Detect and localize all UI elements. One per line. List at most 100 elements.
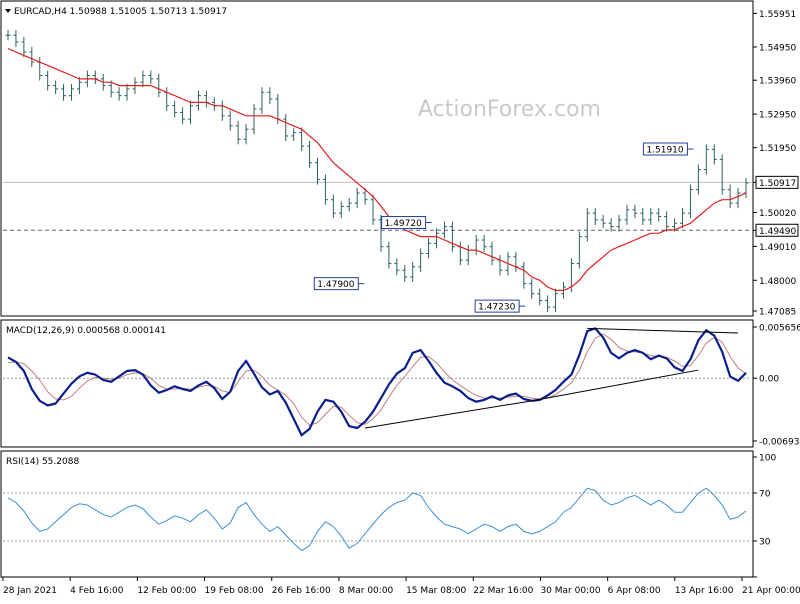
price-panel-frame bbox=[0, 0, 754, 317]
price-bar bbox=[386, 241, 392, 269]
price-bar bbox=[703, 144, 709, 175]
x-axis-tick: 19 Feb 08:00 bbox=[204, 577, 264, 596]
x-axis-tick: 21 Apr 00:00 bbox=[741, 577, 800, 596]
price-chart-title: EURCAD,H4 1.50988 1.51005 1.50713 1.5091… bbox=[14, 7, 227, 17]
price-bar bbox=[449, 221, 455, 252]
x-axis-label: 15 Mar 08:00 bbox=[406, 586, 466, 596]
price-y-tick: 1.48000 bbox=[753, 277, 796, 287]
price-bar bbox=[426, 238, 432, 259]
price-annotation-label: 1.47230 bbox=[478, 303, 515, 313]
price-bar bbox=[632, 204, 638, 219]
price-bar bbox=[68, 83, 74, 101]
price-bar bbox=[378, 214, 384, 252]
price-y-tick: 1.52950 bbox=[753, 111, 796, 121]
price-y-tick: 1.55951 bbox=[753, 10, 796, 20]
price-reference-lines bbox=[3, 181, 751, 231]
price-annotation: 1.47900 bbox=[313, 277, 365, 291]
rsi-y-tick: 70 bbox=[753, 490, 771, 500]
macd-panel-frame bbox=[0, 319, 754, 448]
price-bar bbox=[124, 83, 130, 101]
price-bar bbox=[727, 184, 733, 209]
price-bar bbox=[251, 104, 257, 135]
price-bar bbox=[283, 114, 289, 141]
price-bar bbox=[735, 187, 741, 209]
price-bar bbox=[346, 198, 352, 212]
price-bar bbox=[45, 70, 51, 91]
time-axis: 28 Jan 2021 4 Feb 16:00 12 Feb 00:00 19 Feb… bbox=[2, 577, 800, 596]
price-bar bbox=[529, 278, 535, 299]
rsi-title: RSI(14) 55.2088 bbox=[6, 457, 79, 467]
price-bar bbox=[259, 87, 265, 115]
price-y-tick: 1.54950 bbox=[753, 43, 796, 53]
macd-trendline bbox=[365, 400, 532, 429]
price-y-tick: 1.51950 bbox=[753, 144, 796, 154]
price-bar bbox=[545, 295, 551, 313]
price-bar bbox=[664, 211, 670, 232]
price-annotation: 1.51910 bbox=[642, 142, 694, 156]
x-axis-label: 4 Feb 16:00 bbox=[70, 586, 124, 596]
x-axis-label: 21 Apr 00:00 bbox=[742, 586, 800, 596]
moving-average-line bbox=[7, 48, 747, 291]
price-bar bbox=[441, 221, 447, 239]
x-axis-tick: 8 Mar 00:00 bbox=[338, 577, 394, 596]
price-bar bbox=[624, 204, 630, 225]
moving-average-path bbox=[7, 48, 747, 291]
rsi-y-label: 30 bbox=[759, 538, 771, 548]
rsi-line bbox=[7, 487, 747, 552]
macd-y-label: 0.00 bbox=[759, 375, 779, 385]
price-y-tick: 1.49010 bbox=[753, 243, 796, 253]
price-bar bbox=[434, 228, 440, 249]
price-y-label: 1.55951 bbox=[759, 10, 796, 20]
price-bar bbox=[180, 107, 186, 125]
price-bar bbox=[29, 46, 35, 68]
price-bar bbox=[592, 208, 598, 225]
x-axis-label: 22 Mar 16:00 bbox=[473, 586, 533, 596]
price-bar bbox=[521, 261, 527, 289]
rsi-reference-lines bbox=[3, 492, 751, 542]
price-bar bbox=[76, 77, 82, 94]
price-bar bbox=[21, 36, 27, 58]
price-annotation: 1.49720 bbox=[381, 216, 432, 230]
macd-y-axis: 0.005656 0.00 -0.006937 bbox=[753, 324, 800, 448]
price-bar bbox=[600, 214, 606, 229]
price-bar bbox=[576, 231, 582, 269]
price-bar bbox=[608, 218, 614, 232]
macd-trendline bbox=[587, 327, 739, 334]
price-y-label: 1.54950 bbox=[759, 43, 796, 53]
price-annotation-label: 1.47900 bbox=[317, 280, 354, 290]
price-bar bbox=[108, 80, 114, 98]
rsi-lines bbox=[7, 487, 747, 552]
x-axis-label: 8 Mar 00:00 bbox=[339, 586, 394, 596]
x-axis-tick: 4 Feb 16:00 bbox=[69, 577, 124, 596]
price-bar bbox=[616, 214, 622, 232]
price-y-label: 1.50917 bbox=[759, 179, 796, 189]
price-y-label: 1.53960 bbox=[759, 77, 796, 87]
price-bar bbox=[188, 100, 194, 125]
price-bar bbox=[148, 70, 154, 84]
price-bar bbox=[116, 87, 122, 101]
x-axis-tick: 13 Apr 16:00 bbox=[674, 577, 734, 596]
price-bar bbox=[370, 194, 376, 225]
x-axis-label: 28 Jan 2021 bbox=[3, 586, 57, 596]
macd-signal-line bbox=[7, 333, 747, 426]
price-annotation-label: 1.51910 bbox=[646, 146, 683, 156]
x-axis-tick: 28 Jan 2021 bbox=[2, 577, 57, 596]
price-bar bbox=[481, 234, 487, 252]
price-bar bbox=[537, 288, 543, 306]
price-bar bbox=[584, 208, 590, 242]
price-bar bbox=[195, 90, 201, 111]
x-axis-label: 6 Apr 08:00 bbox=[608, 586, 661, 596]
watermark-text: ActionForex.com bbox=[418, 97, 601, 122]
price-bar bbox=[140, 70, 146, 88]
macd-title: MACD(12,26,9) 0.000568 0.000141 bbox=[6, 326, 166, 336]
macd-y-label: 0.005656 bbox=[759, 324, 800, 334]
price-y-tick: 1.49490 bbox=[753, 223, 799, 237]
x-axis-tick: 22 Mar 16:00 bbox=[472, 577, 534, 596]
rsi-y-label: 70 bbox=[759, 490, 771, 500]
price-bar bbox=[410, 261, 416, 282]
macd-y-tick: 0.00 bbox=[753, 375, 779, 385]
price-bar bbox=[5, 30, 11, 41]
price-y-label: 1.49010 bbox=[759, 243, 796, 253]
price-bar bbox=[354, 187, 360, 209]
